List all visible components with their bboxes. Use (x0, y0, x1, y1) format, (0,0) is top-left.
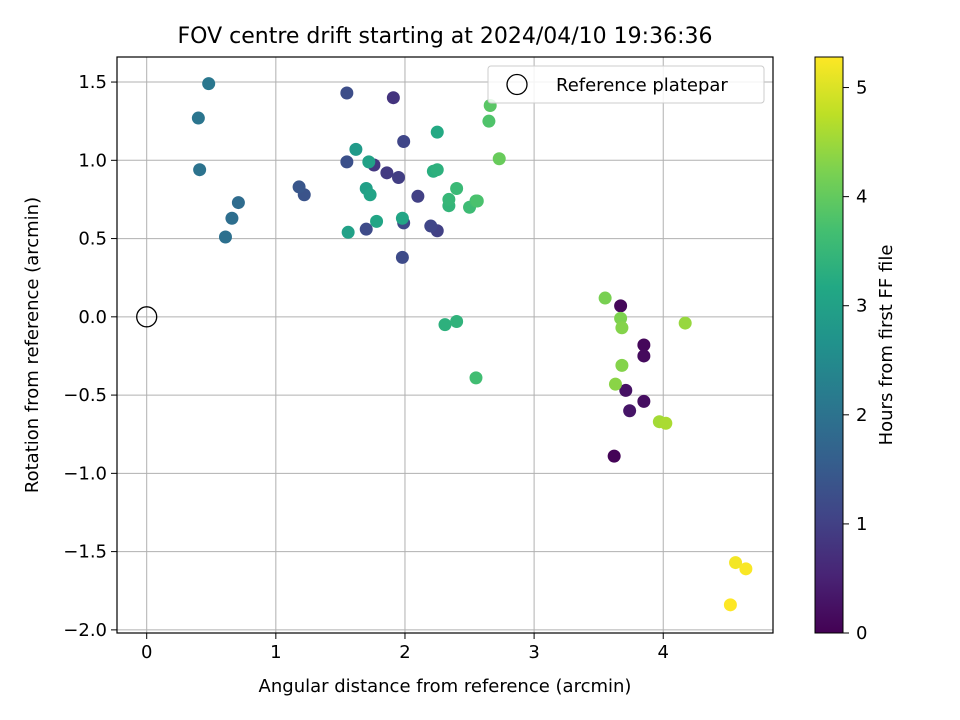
data-point (430, 125, 444, 139)
data-point (739, 562, 753, 576)
colorbar: 0 1 2 3 4 5 Hours from first FF file (814, 56, 897, 644)
x-tick-label: 0 (141, 642, 152, 663)
data-point (395, 211, 409, 225)
data-point (615, 321, 629, 335)
data-point (614, 299, 628, 313)
y-tick-label: 0.0 (78, 307, 107, 328)
data-point (424, 219, 438, 233)
data-point (395, 250, 409, 264)
data-point (380, 166, 394, 180)
x-tick-label: 2 (399, 642, 410, 663)
data-point (411, 189, 425, 203)
y-tick-label: −1.5 (63, 542, 107, 563)
data-point (363, 188, 377, 202)
data-point (637, 394, 651, 408)
data-point (225, 211, 239, 225)
data-point (482, 114, 496, 128)
data-point (723, 598, 737, 612)
y-axis-label: Rotation from reference (arcmin) (22, 197, 43, 493)
data-point (430, 163, 444, 177)
colorbar-label: Hours from first FF file (876, 245, 897, 446)
y-tick-label: −0.5 (63, 385, 107, 406)
data-point (470, 194, 484, 208)
data-point (450, 315, 464, 329)
data-point (678, 316, 692, 330)
data-point (202, 77, 216, 91)
data-point (598, 291, 612, 305)
data-point (438, 318, 452, 332)
y-tick-label: 0.5 (78, 229, 107, 250)
data-point (619, 383, 633, 397)
data-point (607, 449, 621, 463)
data-point (623, 404, 637, 418)
y-tick-label: −2.0 (63, 620, 107, 641)
data-point (341, 225, 355, 239)
data-point (492, 152, 506, 166)
x-axis-ticks: 0 1 2 3 4 (141, 633, 669, 663)
colorbar-tick-label: 0 (856, 623, 867, 644)
data-point (386, 91, 400, 105)
colorbar-tick-label: 4 (856, 187, 867, 208)
data-point (231, 196, 245, 210)
data-point (340, 86, 354, 100)
data-point (193, 163, 207, 177)
data-point (442, 192, 456, 206)
y-tick-label: 1.0 (78, 150, 107, 171)
x-tick-label: 1 (270, 642, 281, 663)
data-point (469, 371, 483, 385)
colorbar-tick-label: 1 (856, 514, 867, 535)
reference-marker (136, 306, 158, 328)
data-point (370, 214, 384, 228)
reference-point (136, 306, 158, 328)
legend-label: Reference platepar (556, 75, 728, 96)
data-point (218, 230, 232, 244)
data-point (340, 155, 354, 169)
data-point (729, 556, 743, 570)
colorbar-gradient (814, 56, 844, 634)
chart-title: FOV centre drift starting at 2024/04/10 … (178, 24, 713, 49)
data-point (450, 181, 464, 195)
data-point (637, 349, 651, 363)
x-tick-label: 3 (528, 642, 539, 663)
y-tick-label: 1.5 (78, 72, 107, 93)
x-axis-label: Angular distance from reference (arcmin) (259, 676, 632, 697)
data-point (362, 155, 376, 169)
colorbar-tick-label: 2 (856, 405, 867, 426)
x-tick-label: 4 (658, 642, 669, 663)
y-axis-ticks: 1.5 1.0 0.5 0.0 −0.5 −1.0 −1.5 −2.0 (63, 72, 117, 641)
colorbar-tick-label: 3 (856, 296, 867, 317)
data-point (615, 358, 629, 372)
data-point (637, 338, 651, 352)
data-points (191, 77, 753, 612)
data-point (359, 222, 373, 236)
data-point (608, 377, 622, 391)
colorbar-ticks: 0 1 2 3 4 5 (843, 78, 867, 644)
data-point (191, 111, 205, 125)
data-point (349, 142, 363, 156)
data-point (659, 416, 673, 430)
grid (117, 57, 773, 633)
y-tick-label: −1.0 (63, 463, 107, 484)
colorbar-tick-label: 5 (856, 78, 867, 99)
data-point (392, 171, 406, 185)
data-point (397, 135, 411, 149)
legend-marker-icon (506, 73, 528, 96)
data-point (292, 180, 306, 194)
plot-frame (116, 56, 774, 634)
legend: Reference platepar (487, 65, 765, 104)
legend-box (487, 65, 765, 104)
